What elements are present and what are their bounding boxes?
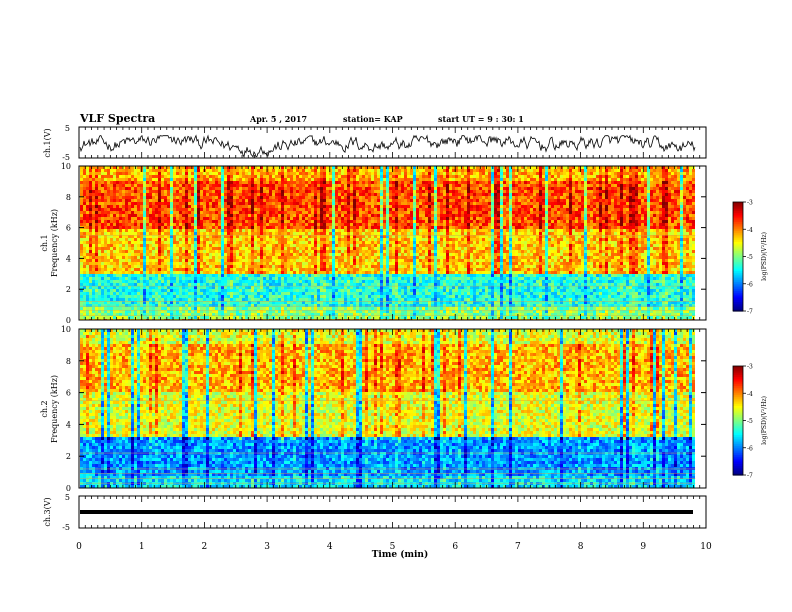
time-tick-label: 2 [202, 542, 208, 552]
colorbar-tick-label: -4 [747, 391, 753, 398]
ytick-label: 0 [66, 484, 71, 493]
time-tick-label: 5 [390, 542, 396, 552]
ytick-label: 8 [66, 357, 71, 366]
ytick-label: 4 [66, 254, 71, 263]
ytick-label: 10 [61, 325, 71, 334]
date-label: Apr. 5 , 2017 [249, 114, 307, 124]
ytick-label: 4 [66, 420, 71, 429]
ch2-spectrogram-image [80, 329, 706, 488]
ytick-label: 2 [66, 452, 71, 461]
colorbar-tick-label: -7 [747, 309, 753, 316]
colorbar-tick-label: -5 [747, 254, 753, 261]
ytick-label: 6 [66, 389, 71, 398]
colorbar-tick-label: -6 [747, 281, 753, 288]
ytick-label: 10 [61, 162, 71, 171]
colorbar-tick-label: -6 [747, 445, 753, 452]
ytick-label: 6 [66, 224, 71, 233]
time-tick-label: 1 [139, 542, 145, 552]
time-tick-label: 7 [515, 542, 521, 552]
time-tick-label: 8 [578, 542, 584, 552]
time-axis-ticks [78, 127, 707, 528]
time-tick-label: 4 [327, 542, 333, 552]
ch1-spectrogram-ylabel-top: ch.1 [40, 234, 49, 251]
time-axis-tick-labels: 0 1 2 3 4 5 6 7 8 9 10 [76, 542, 712, 552]
ytick-label: 0 [66, 316, 71, 325]
ch1-spectrogram-panel: 0 2 4 6 8 10 ch.1 Frequency (kHz) [40, 162, 707, 325]
ch2-spectrogram-ylabel-bottom: Frequency (kHz) [50, 375, 59, 443]
ytick-label: 8 [66, 193, 71, 202]
ch2-spectrogram-ylabel-top: ch.2 [40, 400, 49, 417]
ch1-ytick-top: 5 [65, 124, 70, 133]
ch3-ytick-top: 5 [65, 493, 70, 502]
start-time-label: start UT = 9 : 30: 1 [438, 114, 524, 124]
ch1-spectrogram-yticks: 0 2 4 6 8 10 [61, 162, 706, 325]
ch3-ytick-bottom: -5 [62, 523, 70, 532]
colorbar-tick-label: -4 [747, 227, 753, 234]
time-axis-label: Time (min) [372, 549, 429, 560]
ch1-waveform-ylabel: ch.1(V) [43, 128, 52, 157]
station-label: station= KAP [343, 114, 403, 124]
ch3-waveform-ylabel: ch.3(V) [43, 497, 52, 526]
ch1-waveform-line [79, 134, 696, 158]
colorbar-label: log(PSD)(V²/Hz) [761, 396, 768, 445]
colorbar-tick-label: -7 [747, 473, 753, 480]
ch1-colorbar: -3 -4 -5 -6 -7 log(PSD)(V²/Hz) [732, 200, 768, 316]
time-tick-label: 6 [452, 542, 458, 552]
ch1-ytick-bottom: -5 [62, 153, 70, 162]
ch2-spectrogram-yticks: 0 2 4 6 8 10 [61, 325, 706, 493]
colorbar-tick-label: -3 [747, 364, 753, 371]
ch1-waveform-panel: 5 -5 ch.1(V) [43, 124, 707, 162]
ch1-spectrogram-ylabel-bottom: Frequency (kHz) [50, 209, 59, 277]
ch1-waveform-trace [79, 134, 696, 158]
ch3-waveform-panel: 5 -5 ch.3(V) [43, 493, 707, 532]
time-tick-label: 9 [640, 542, 646, 552]
colorbar-tick-label: -3 [747, 200, 753, 207]
ch1-spectrogram-image [80, 166, 706, 320]
ch2-spectrogram-panel: 0 2 4 6 8 10 ch.2 Frequency (kHz) [40, 325, 707, 493]
time-tick-label: 0 [76, 542, 82, 552]
ytick-label: 2 [66, 285, 71, 294]
time-tick-label: 3 [264, 542, 270, 552]
colorbar-label: log(PSD)(V²/Hz) [761, 232, 768, 281]
colorbar-tick-label: -5 [747, 418, 753, 425]
figure-title: VLF Spectra [79, 112, 155, 125]
ch2-colorbar: -3 -4 -5 -6 -7 log(PSD)(V²/Hz) [732, 364, 768, 480]
time-tick-label: 10 [700, 542, 712, 552]
